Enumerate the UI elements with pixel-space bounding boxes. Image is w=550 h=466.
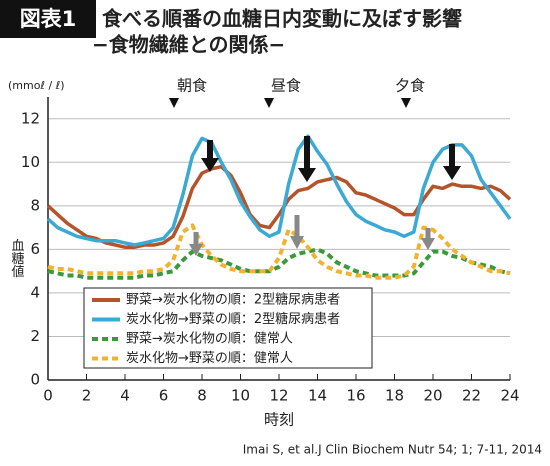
meal-marker xyxy=(264,98,274,108)
meal-label: 朝食 xyxy=(177,77,207,95)
x-tick-label: 0 xyxy=(43,387,53,405)
series-line xyxy=(47,223,511,280)
x-tick-label: 22 xyxy=(462,387,481,405)
y-tick-label: 6 xyxy=(30,240,40,258)
x-tick-label: 4 xyxy=(120,387,130,405)
x-tick-label: 24 xyxy=(500,387,519,405)
badge: 図表1 xyxy=(20,7,77,31)
x-tick-label: 8 xyxy=(197,387,207,405)
x-tick-label: 10 xyxy=(231,387,250,405)
arrow xyxy=(290,236,304,249)
legend-label: 炭水化物→野菜の順：健常人 xyxy=(126,351,293,366)
y-tick-label: 4 xyxy=(30,283,40,301)
series-line xyxy=(46,164,512,249)
x-tick-label: 6 xyxy=(159,387,169,405)
meal-marker xyxy=(401,98,411,108)
series-line xyxy=(46,134,512,247)
arrow xyxy=(189,244,203,256)
legend-label: 野菜→炭水化物の順：健常人 xyxy=(126,332,293,347)
source: Imai S, et al.J Clin Biochem Nutr 54; 1;… xyxy=(243,443,542,457)
x-label: 時刻 xyxy=(264,411,294,429)
y-tick-label: 10 xyxy=(21,153,40,171)
chart-subtitle: −食物繊維との関係− xyxy=(92,33,285,57)
x-tick-label: 18 xyxy=(385,387,404,405)
x-tick-label: 12 xyxy=(269,387,288,405)
x-tick-label: 2 xyxy=(82,387,92,405)
arrow xyxy=(298,168,316,182)
arrow xyxy=(443,166,461,180)
legend: 野菜→炭水化物の順：2型糖尿病患者炭水化物→野菜の順：2型糖尿病患者野菜→炭水化… xyxy=(83,287,373,369)
y-tick-label: 2 xyxy=(30,327,40,345)
legend-label: 炭水化物→野菜の順：2型糖尿病患者 xyxy=(126,311,340,327)
y-unit: (mmoℓ / ℓ) xyxy=(8,79,65,92)
arrow xyxy=(201,158,219,172)
legend-label: 野菜→炭水化物の順：2型糖尿病患者 xyxy=(126,292,340,308)
series-line xyxy=(47,247,511,280)
arrow xyxy=(421,238,435,250)
x-tick-label: 16 xyxy=(346,387,365,405)
badge-bg xyxy=(0,0,96,38)
y-tick-label: 8 xyxy=(30,196,40,214)
arrows xyxy=(189,136,461,256)
meal-label: 夕食 xyxy=(395,77,425,95)
meal-marker xyxy=(169,98,179,108)
x-tick-label: 20 xyxy=(423,387,442,405)
y-tick-label: 12 xyxy=(21,109,40,127)
x-tick-label: 14 xyxy=(308,387,327,405)
y-tick-label: 0 xyxy=(30,371,40,389)
chart-title: 食べる順番の血糖日内変動に及ぼす影響 xyxy=(102,7,462,31)
legend-box xyxy=(83,287,373,369)
meal-label: 昼食 xyxy=(271,77,301,95)
y-label: 血糖値 xyxy=(9,239,25,278)
